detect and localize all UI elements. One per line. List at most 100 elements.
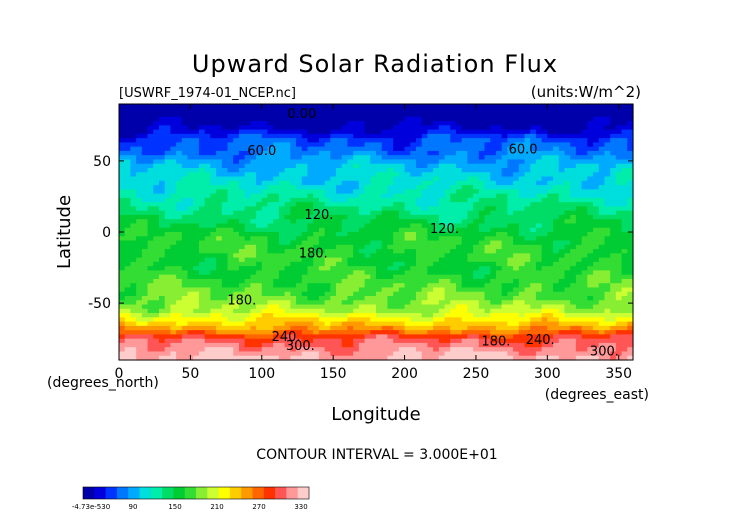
- heatmap-cell: [318, 304, 326, 310]
- heatmap-cell: [501, 296, 508, 301]
- heatmap-cell: [387, 150, 394, 156]
- heatmap-cell: [256, 300, 263, 306]
- heatmap-cell: [410, 146, 417, 152]
- heatmap-cell: [507, 185, 514, 190]
- heatmap-cell: [296, 219, 303, 225]
- heatmap-cell: [467, 334, 474, 340]
- heatmap-cell: [330, 321, 337, 327]
- heatmap-cell: [575, 116, 583, 122]
- heatmap-cell: [421, 104, 428, 109]
- heatmap-cell: [353, 244, 360, 250]
- heatmap-cell: [450, 193, 457, 199]
- heatmap-cell: [130, 133, 137, 139]
- heatmap-cell: [250, 129, 257, 135]
- heatmap-cell: [221, 210, 229, 216]
- heatmap-cell: [507, 116, 514, 122]
- heatmap-cell: [478, 240, 486, 246]
- heatmap-cell: [593, 168, 600, 173]
- heatmap-cell: [313, 300, 320, 306]
- heatmap-cell: [244, 283, 251, 289]
- heatmap-cell: [495, 206, 503, 212]
- heatmap-cell: [250, 116, 257, 122]
- heatmap-cell: [410, 129, 417, 135]
- heatmap-cell: [221, 244, 229, 250]
- heatmap-cell: [501, 334, 508, 340]
- heatmap-cell: [484, 176, 491, 182]
- heatmap-cell: [513, 257, 520, 263]
- heatmap-cell: [575, 163, 583, 169]
- heatmap-cell: [490, 317, 497, 323]
- heatmap-cell: [336, 313, 343, 318]
- heatmap-cell: [467, 291, 474, 297]
- heatmap-cell: [438, 104, 446, 109]
- heatmap-cell: [256, 108, 263, 114]
- heatmap-cell: [256, 202, 263, 207]
- heatmap-cell: [467, 202, 474, 207]
- heatmap-cell: [575, 133, 583, 139]
- heatmap-cell: [204, 168, 211, 173]
- heatmap-cell: [467, 223, 474, 229]
- heatmap-cell: [353, 261, 360, 267]
- heatmap-cell: [204, 108, 211, 114]
- heatmap-cell: [136, 219, 143, 225]
- heatmap-cell: [313, 338, 320, 344]
- heatmap-cell: [455, 274, 463, 280]
- heatmap-cell: [221, 146, 229, 152]
- heatmap-cell: [535, 334, 543, 340]
- heatmap-cell: [267, 240, 274, 246]
- heatmap-cell: [278, 274, 286, 280]
- heatmap-cell: [433, 210, 440, 216]
- heatmap-cell: [593, 108, 600, 114]
- heatmap-cell: [530, 202, 537, 207]
- heatmap-cell: [410, 283, 417, 289]
- heatmap-cell: [513, 180, 520, 186]
- heatmap-cell: [307, 121, 314, 126]
- heatmap-cell: [330, 278, 337, 284]
- heatmap-cell: [370, 266, 377, 271]
- heatmap-cell: [444, 266, 451, 271]
- heatmap-cell: [124, 159, 132, 165]
- heatmap-cell: [421, 253, 428, 259]
- heatmap-cell: [404, 308, 411, 314]
- heatmap-cell: [187, 133, 194, 139]
- heatmap-cell: [398, 266, 406, 271]
- heatmap-cell: [158, 185, 166, 190]
- heatmap-cell: [204, 261, 211, 267]
- heatmap-cell: [261, 266, 269, 271]
- heatmap-cell: [598, 185, 606, 190]
- heatmap-cell: [147, 278, 154, 284]
- heatmap-cell: [450, 232, 457, 237]
- heatmap-cell: [587, 270, 594, 276]
- heatmap-cell: [575, 172, 583, 178]
- heatmap-cell: [404, 249, 411, 254]
- heatmap-cell: [564, 219, 571, 225]
- heatmap-cell: [490, 168, 497, 173]
- heatmap-cell: [290, 125, 297, 131]
- heatmap-cell: [495, 227, 503, 233]
- heatmap-cell: [410, 325, 417, 331]
- heatmap-cell: [307, 313, 314, 318]
- heatmap-cell: [518, 249, 526, 254]
- heatmap-cell: [490, 159, 497, 165]
- heatmap-cell: [353, 291, 360, 297]
- heatmap-cell: [130, 214, 137, 220]
- heatmap-cell: [353, 142, 360, 148]
- heatmap-cell: [204, 274, 211, 280]
- heatmap-cell: [553, 296, 560, 301]
- heatmap-cell: [347, 197, 354, 203]
- heatmap-cell: [119, 325, 126, 331]
- heatmap-cell: [570, 334, 577, 340]
- heatmap-cell: [376, 274, 383, 280]
- heatmap-cell: [227, 180, 234, 186]
- heatmap-cell: [524, 291, 531, 297]
- heatmap-cell: [524, 202, 531, 207]
- heatmap-cell: [261, 155, 269, 161]
- heatmap-cell: [427, 270, 434, 276]
- heatmap-cell: [296, 291, 303, 297]
- heatmap-cell: [535, 189, 543, 195]
- heatmap-cell: [284, 176, 291, 182]
- heatmap-cell: [541, 249, 548, 254]
- heatmap-cell: [484, 274, 491, 280]
- heatmap-cell: [301, 266, 309, 271]
- heatmap-cell: [473, 296, 480, 301]
